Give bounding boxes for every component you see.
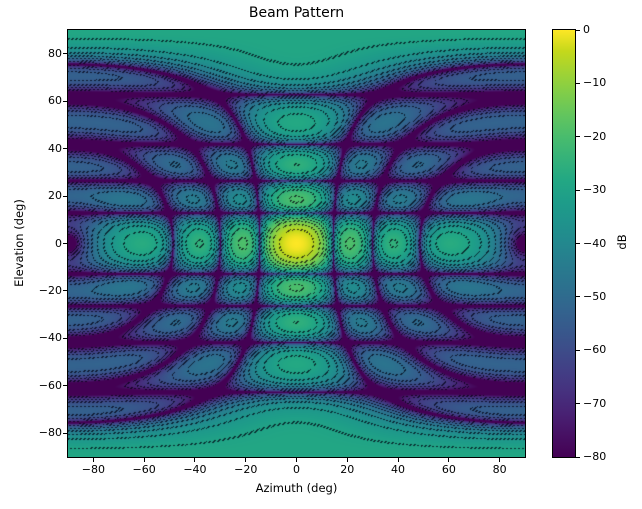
y-tick	[63, 290, 67, 292]
colorbar-tick	[576, 456, 580, 458]
colorbar-tick	[576, 403, 580, 405]
x-tick-label: 0	[293, 463, 300, 476]
colorbar-tick	[576, 296, 580, 298]
x-tick	[296, 458, 297, 462]
colorbar-tick	[576, 136, 580, 138]
colorbar-tick-label: −60	[583, 343, 607, 357]
y-tick	[63, 195, 67, 197]
x-tick	[194, 458, 196, 462]
x-tick-label: 20	[340, 463, 355, 476]
plot-area	[67, 29, 526, 458]
colorbar-gradient	[553, 30, 575, 457]
colorbar-tick-label: −20	[583, 129, 607, 143]
y-tick-label: −20	[38, 283, 62, 297]
y-tick	[63, 53, 67, 55]
colorbar-tick	[576, 243, 580, 244]
x-tick-label: 40	[391, 463, 406, 476]
x-tick-label: 80	[492, 463, 507, 476]
colorbar-tick-label: −30	[583, 183, 607, 197]
colorbar-tick-label: −80	[583, 450, 607, 463]
colorbar-tick-label: 0	[583, 23, 590, 36]
y-tick-label: 40	[48, 141, 62, 155]
y-axis-label: Elevation (deg)	[12, 199, 26, 287]
x-tick	[448, 458, 450, 462]
colorbar-tick	[576, 189, 580, 191]
x-tick	[397, 458, 399, 462]
x-tick-label: −20	[234, 463, 258, 476]
x-tick	[245, 458, 247, 462]
y-tick	[63, 100, 67, 102]
y-tick	[63, 148, 67, 150]
x-tick-label: −40	[183, 463, 207, 476]
y-tick-label: 0	[55, 236, 62, 250]
y-tick-label: 60	[48, 94, 62, 108]
y-tick	[63, 243, 67, 244]
x-tick	[346, 458, 348, 462]
colorbar-tick	[576, 29, 580, 31]
colorbar-tick-label: −10	[583, 76, 607, 90]
colorbar	[552, 29, 576, 458]
colorbar-tick-label: −40	[583, 236, 607, 250]
x-tick-label: −80	[81, 463, 105, 476]
colorbar-tick-label: −70	[583, 396, 607, 410]
colorbar-tick	[576, 349, 580, 351]
chart-title: Beam Pattern	[248, 5, 345, 21]
beam-pattern-canvas	[68, 30, 525, 457]
x-axis-label: Azimuth (deg)	[255, 481, 338, 495]
x-tick	[92, 458, 94, 462]
y-tick-label: −40	[38, 331, 62, 345]
x-tick-label: 60	[441, 463, 456, 476]
colorbar-tick-label: −50	[583, 289, 607, 303]
y-tick-label: 80	[48, 46, 62, 60]
y-tick	[63, 432, 67, 434]
y-tick	[63, 385, 67, 387]
x-tick-label: −60	[132, 463, 156, 476]
x-tick	[143, 458, 145, 462]
y-tick-label: 20	[48, 189, 62, 203]
y-tick	[63, 337, 67, 339]
colorbar-label: dB	[615, 234, 629, 250]
y-tick-label: −60	[38, 378, 62, 392]
x-tick	[499, 458, 501, 462]
y-tick-label: −80	[38, 426, 62, 440]
colorbar-tick	[576, 82, 580, 84]
